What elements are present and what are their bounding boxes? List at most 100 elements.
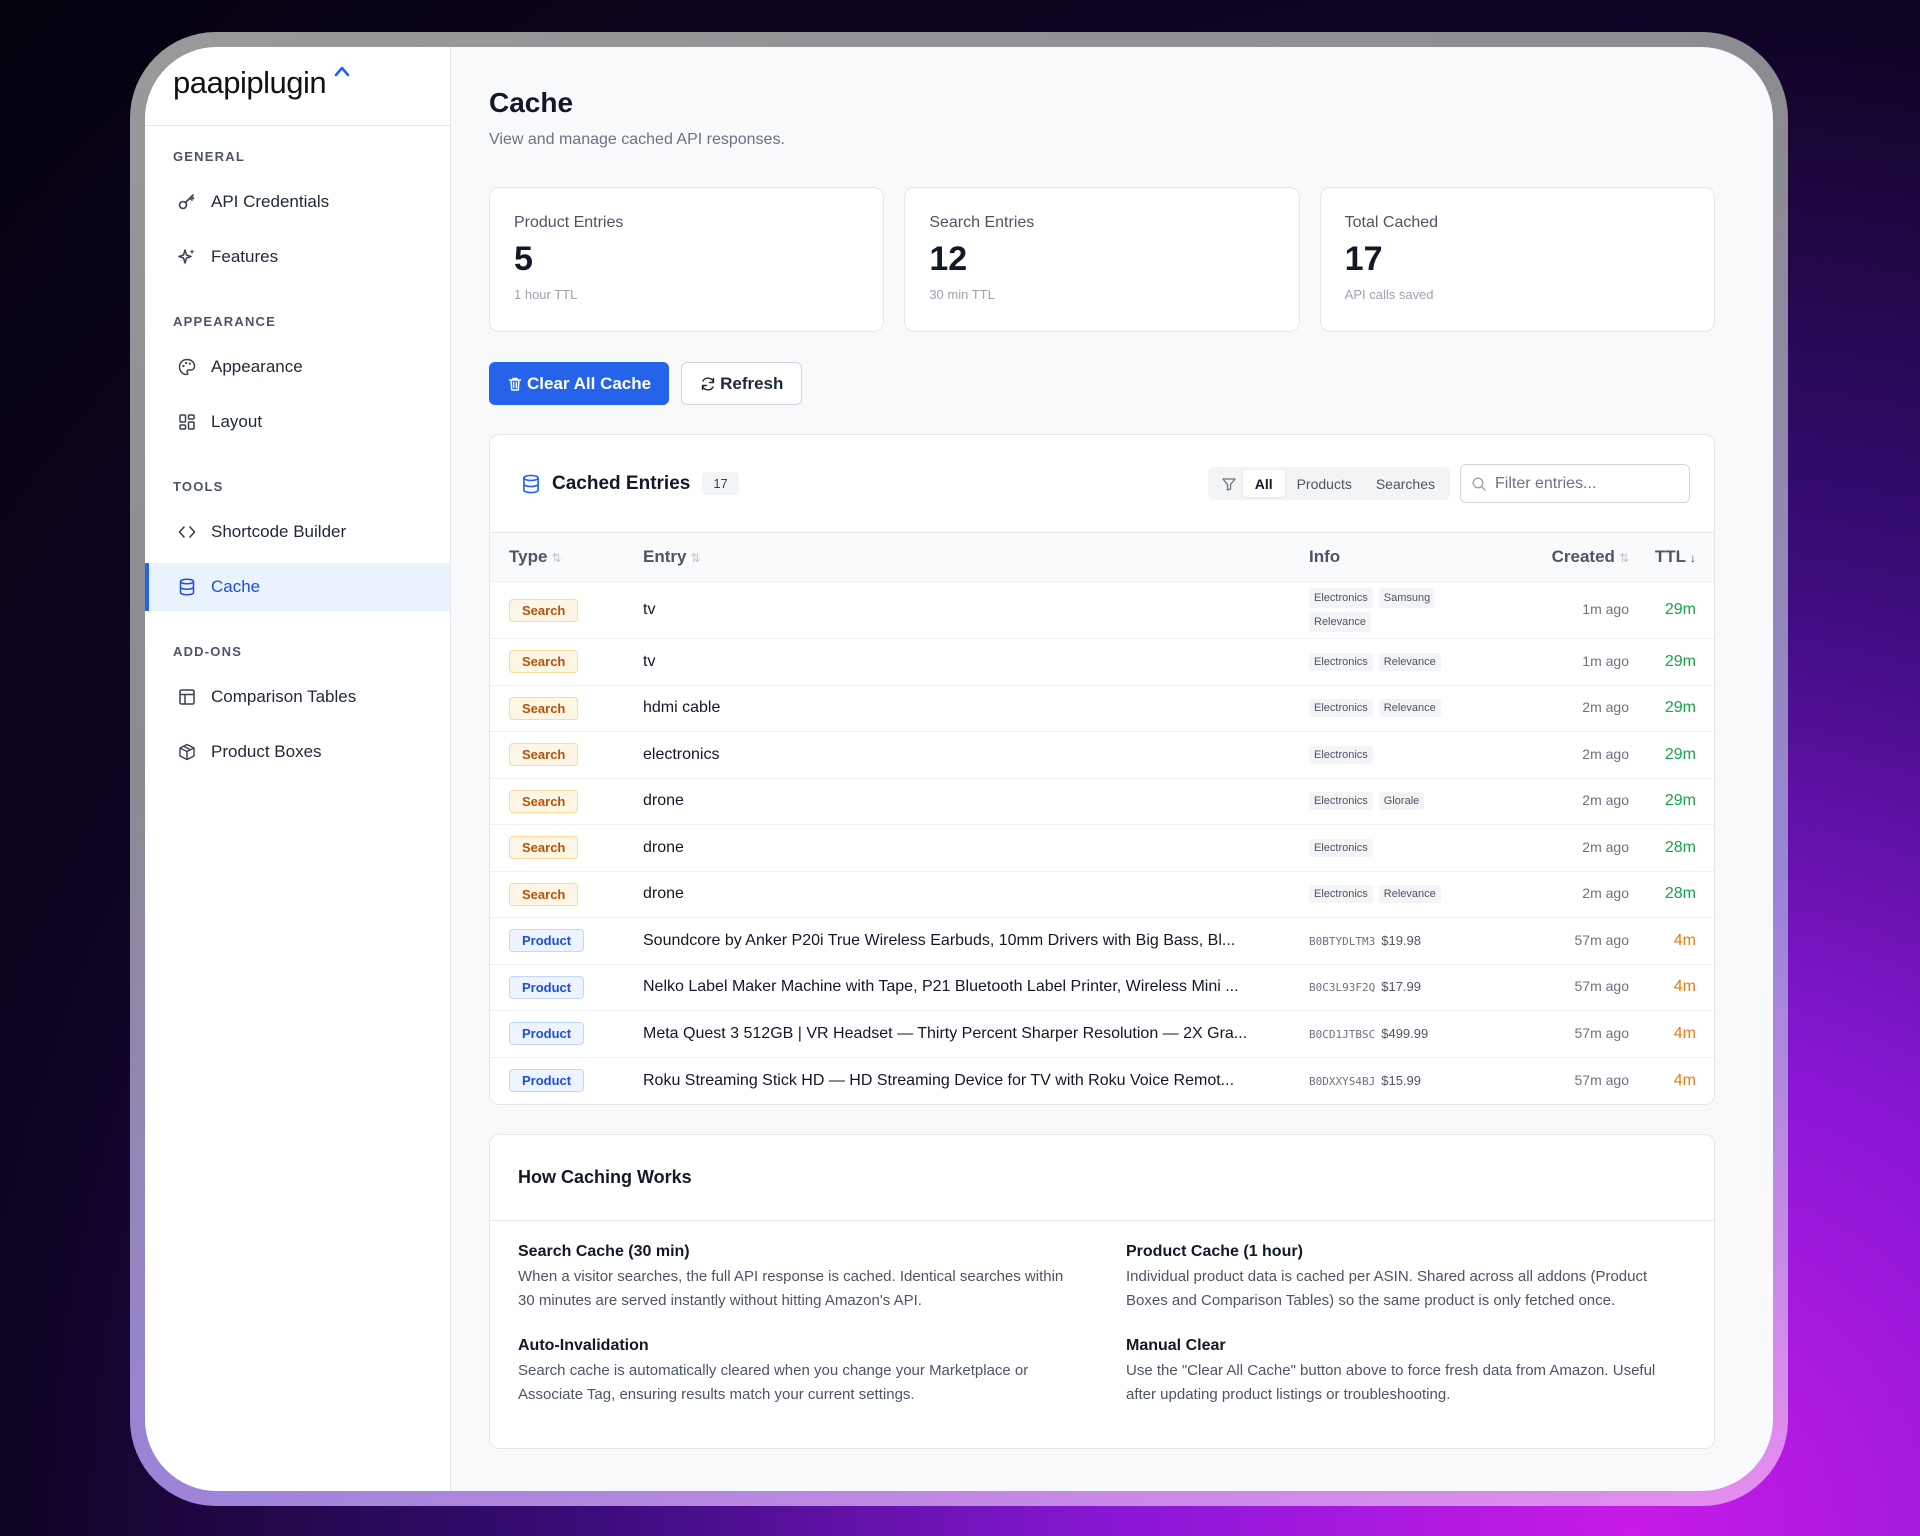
table-row[interactable]: Search drone Electronics Relevance 2m ago 28m bbox=[490, 870, 1714, 918]
cell-type: Product bbox=[490, 1010, 643, 1057]
cell-entry: tv bbox=[643, 638, 1309, 685]
sidebar-item-label: Appearance bbox=[211, 357, 303, 376]
cell-type: Search bbox=[490, 777, 643, 825]
stat-card-product-entries: Product Entries 5 1 hour TTL bbox=[489, 187, 885, 332]
filter-icon bbox=[1221, 476, 1237, 492]
price: $19.98 bbox=[1381, 932, 1421, 948]
database-icon bbox=[177, 577, 197, 597]
column-label: Info bbox=[1309, 547, 1341, 566]
entry-text: Soundcore by Anker P20i True Wireless Ea… bbox=[643, 931, 1236, 949]
cell-entry: Nelko Label Maker Machine with Tape, P21… bbox=[643, 963, 1309, 1011]
sidebar-item-product-boxes[interactable]: Product Boxes bbox=[145, 728, 450, 776]
logo[interactable]: paapiplugin bbox=[145, 47, 450, 126]
filter-searches[interactable]: Searches bbox=[1375, 475, 1435, 492]
cell-type: Search bbox=[490, 824, 643, 871]
sidebar-item-cache[interactable]: Cache bbox=[145, 563, 450, 611]
type-badge: Product bbox=[509, 1069, 585, 1092]
table-body: Search tv Electronics SamsungRelevance 1m ag… bbox=[490, 581, 1714, 1104]
ttl-text: 29m bbox=[1664, 745, 1696, 763]
how-item-title: Manual Clear bbox=[1126, 1336, 1226, 1354]
how-item-title: Product Cache (1 hour) bbox=[1126, 1242, 1303, 1260]
price: $17.99 bbox=[1381, 979, 1421, 995]
table-row[interactable]: Search hdmi cable Electronics Relevance 2m a… bbox=[490, 684, 1714, 732]
cell-ttl: 29m bbox=[1629, 581, 1714, 639]
column-header-created[interactable]: Created ⇅ bbox=[1509, 533, 1629, 582]
stat-card-search-entries: Search Entries 12 30 min TTL bbox=[904, 187, 1300, 332]
sidebar-item-features[interactable]: Features bbox=[145, 233, 450, 281]
table-row[interactable]: Search drone Electronics Glorale 2m ago 29m bbox=[490, 777, 1714, 825]
sidebar-item-appearance[interactable]: Appearance bbox=[145, 343, 450, 391]
caret-up-icon bbox=[334, 66, 350, 77]
column-header-type[interactable]: Type ⇅ bbox=[490, 533, 643, 582]
sidebar-item-api-credentials[interactable]: API Credentials bbox=[145, 178, 450, 226]
cached-entries-card: Cached Entries 17 All Products Searches bbox=[489, 434, 1715, 1105]
clear-all-cache-button[interactable]: Clear All Cache bbox=[489, 362, 670, 405]
entry-text: tv bbox=[643, 652, 656, 670]
info-chip: Relevance bbox=[1378, 652, 1441, 671]
info-chip: Electronics bbox=[1309, 885, 1373, 904]
filter-entries-input[interactable] bbox=[1495, 474, 1675, 493]
column-label: TTL bbox=[1654, 547, 1686, 566]
table-row[interactable]: Search tv Electronics Relevance 1m ago 29m bbox=[490, 638, 1714, 685]
table-row[interactable]: Search drone Electronics 2m ago 28m bbox=[490, 824, 1714, 871]
table-row[interactable]: Product Meta Quest 3 512GB | VR Headset —… bbox=[490, 1010, 1714, 1057]
refresh-button[interactable]: Refresh bbox=[681, 362, 803, 405]
column-header-entry[interactable]: Entry ⇅ bbox=[643, 533, 1309, 582]
stat-value: 5 bbox=[514, 240, 533, 278]
entry-text: drone bbox=[643, 885, 684, 903]
filter-all[interactable]: All bbox=[1242, 470, 1285, 497]
cell-type: Search bbox=[490, 581, 643, 639]
cell-ttl: 4m bbox=[1629, 1010, 1714, 1057]
how-item-title: Auto-Invalidation bbox=[518, 1336, 649, 1354]
nav-section-appearance: APPEARANCE bbox=[173, 314, 277, 329]
cache-table: Type ⇅ Entry ⇅ Info Created ⇅ TTL ↓ Search tv… bbox=[490, 532, 1714, 1104]
app-window: paapiplugin GENERAL API Credentials Feat… bbox=[145, 47, 1773, 1491]
asin-code: B0DXXYS4BJ bbox=[1309, 1074, 1376, 1088]
cell-ttl: 29m bbox=[1629, 638, 1714, 685]
box-icon bbox=[177, 742, 197, 762]
type-badge: Product bbox=[509, 1022, 585, 1046]
sidebar-item-layout[interactable]: Layout bbox=[145, 398, 450, 446]
stat-label: Total Cached bbox=[1344, 214, 1439, 231]
cell-ttl: 4m bbox=[1629, 1056, 1714, 1104]
column-header-ttl[interactable]: TTL ↓ bbox=[1629, 533, 1714, 582]
ttl-text: 4m bbox=[1673, 978, 1696, 996]
table-row[interactable]: Search electronics Electronics 2m ago 29m bbox=[490, 731, 1714, 778]
cell-created: 2m ago bbox=[1509, 777, 1629, 825]
sidebar-item-label: Layout bbox=[211, 412, 263, 431]
refresh-icon bbox=[700, 376, 716, 392]
cell-created: 57m ago bbox=[1509, 1010, 1629, 1057]
price: $499.99 bbox=[1381, 1025, 1429, 1041]
created-text: 57m ago bbox=[1574, 1071, 1629, 1088]
type-badge: Search bbox=[509, 650, 579, 674]
how-item-text: Search cache is automatically cleared wh… bbox=[518, 1361, 1029, 1403]
entry-text: drone bbox=[643, 838, 684, 856]
clear-all-cache-label: Clear All Cache bbox=[527, 373, 652, 393]
table-row[interactable]: Product Nelko Label Maker Machine with Ta… bbox=[490, 963, 1714, 1011]
stat-note: API calls saved bbox=[1344, 287, 1434, 302]
cell-created: 57m ago bbox=[1509, 963, 1629, 1011]
created-text: 2m ago bbox=[1582, 885, 1629, 902]
cell-created: 2m ago bbox=[1509, 870, 1629, 918]
table-row[interactable]: Product Roku Streaming Stick HD — HD Stre… bbox=[490, 1056, 1714, 1104]
how-item-title: Search Cache (30 min) bbox=[518, 1242, 690, 1260]
info-chip: Relevance bbox=[1378, 699, 1441, 718]
sidebar-item-label: Product Boxes bbox=[211, 742, 322, 761]
cell-info: Electronics Samsung Relevance bbox=[1309, 581, 1509, 639]
database-icon bbox=[520, 473, 542, 495]
sidebar-item-comparison-tables[interactable]: Comparison Tables bbox=[145, 673, 450, 721]
entry-text: tv bbox=[643, 601, 656, 618]
table-row[interactable]: Product Soundcore by Anker P20i True Wire… bbox=[490, 917, 1714, 964]
entry-text: Meta Quest 3 512GB | VR Headset — Thirty… bbox=[643, 1024, 1248, 1042]
entry-text: Nelko Label Maker Machine with Tape, P21… bbox=[643, 978, 1239, 996]
table-row[interactable]: Search tv Electronics Samsung Relevance 1m ag… bbox=[490, 581, 1714, 639]
filter-products[interactable]: Products bbox=[1296, 475, 1352, 492]
cell-type: Product bbox=[490, 917, 643, 964]
type-badge: Product bbox=[509, 929, 585, 953]
cell-info: Electronics Relevance bbox=[1309, 870, 1509, 918]
cell-created: 1m ago bbox=[1509, 581, 1629, 639]
info-chip: Electronics bbox=[1309, 838, 1373, 857]
device-frame: paapiplugin GENERAL API Credentials Feat… bbox=[130, 32, 1788, 1506]
info-chip: Relevance bbox=[1378, 885, 1441, 904]
sidebar-item-shortcode-builder[interactable]: Shortcode Builder bbox=[145, 508, 450, 556]
